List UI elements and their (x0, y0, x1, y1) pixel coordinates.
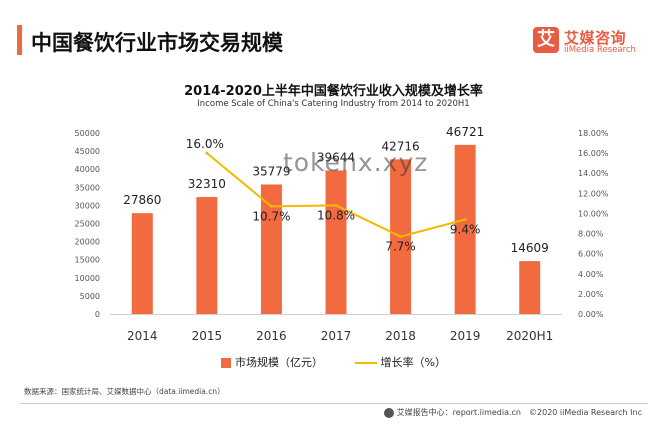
title-accent-bar (17, 25, 22, 55)
iimedia-logo: 艾 艾媒咨询 iiMedia Research (533, 27, 653, 61)
growth-rate-point (399, 235, 403, 239)
bar-value-label: 35779 (252, 164, 290, 178)
bar (519, 261, 541, 314)
y-left-tick-label: 25000 (75, 220, 100, 229)
footer-info: 艾媒报告中心：report.iimedia.cn ©2020 iiMedia Re… (383, 407, 642, 418)
bar-value-label: 42716 (381, 139, 419, 153)
x-tick-label: 2019 (450, 329, 481, 343)
logo-english-text: iiMedia Research (564, 45, 636, 55)
footer-divider (20, 403, 648, 404)
growth-rate-point (334, 203, 338, 207)
y-right-tick-label: 16.00% (578, 149, 609, 158)
x-tick-label: 2014 (127, 329, 158, 343)
growth-value-label: 9.4% (450, 222, 481, 236)
bar (260, 184, 282, 314)
y-left-tick-label: 35000 (75, 183, 100, 192)
y-left-tick-label: 15000 (75, 256, 100, 265)
y-left-tick-label: 5000 (80, 292, 100, 301)
y-right-tick-label: 14.00% (578, 169, 609, 178)
bar (454, 144, 476, 314)
growth-rate-point (205, 151, 209, 155)
y-right-tick-label: 10.00% (578, 209, 609, 218)
y-right-tick-label: 6.00% (578, 250, 604, 259)
growth-value-label: 7.7% (385, 240, 416, 254)
chart-subtitle: Income Scale of China's Catering Industr… (197, 99, 470, 109)
x-tick-label: 2018 (385, 329, 416, 343)
y-left-tick-label: 0 (95, 310, 100, 319)
growth-rate-point (269, 204, 273, 208)
bar-value-label: 32310 (188, 177, 226, 191)
bar (196, 197, 218, 314)
watermark-text: tokenx.xyz (283, 148, 429, 177)
legend-line-label: 增长率（%） (380, 356, 446, 369)
y-left-tick-label: 30000 (75, 201, 100, 210)
y-right-tick-label: 4.00% (578, 270, 604, 279)
legend-bar-label: 市场规模（亿元） (235, 356, 324, 369)
data-source-note: 数据来源：国家统计局、艾媒数据中心（data.iimedia.cn） (24, 387, 225, 396)
growth-rate-point (463, 217, 467, 221)
x-tick-label: 2016 (256, 329, 287, 343)
bar-value-label: 14609 (511, 241, 549, 255)
report-site-text: 艾媒报告中心：report.iimedia.cn (396, 408, 522, 417)
report-center-icon (383, 407, 394, 418)
y-left-tick-label: 45000 (75, 147, 100, 156)
x-tick-label: 2015 (192, 329, 223, 343)
bar-value-label: 46721 (446, 125, 484, 139)
legend-bar-swatch (221, 358, 232, 368)
y-right-tick-label: 18.00% (578, 129, 609, 138)
y-left-tick-label: 40000 (75, 165, 100, 174)
legend-line-swatch (354, 362, 377, 364)
bar-value-label: 27860 (123, 193, 161, 207)
copyright-text: ©2020 iiMedia Research Inc (529, 408, 642, 417)
bar-value-label: 39644 (317, 150, 355, 164)
chart-legend: 市场规模（亿元） 增长率（%） (0, 354, 667, 370)
growth-value-label: 10.7% (252, 209, 290, 223)
y-left-tick-label: 10000 (75, 274, 100, 283)
logo-chinese-text: 艾媒咨询 (564, 29, 627, 47)
bar (131, 213, 153, 314)
growth-value-label: 10.8% (317, 208, 355, 222)
x-tick-label: 2017 (321, 329, 352, 343)
y-right-tick-label: 12.00% (578, 189, 609, 198)
x-tick-label: 2020H1 (506, 329, 553, 343)
growth-value-label: 16.0% (186, 137, 224, 151)
y-right-tick-label: 8.00% (578, 230, 604, 239)
page-title: 中国餐饮行业市场交易规模 (31, 31, 283, 55)
y-left-tick-label: 50000 (75, 129, 100, 138)
y-right-tick-label: 2.00% (578, 290, 604, 299)
y-left-tick-label: 20000 (75, 238, 100, 247)
legend-item-growth-rate: 增长率（%） (354, 354, 446, 370)
logo-mark: 艾 (533, 27, 559, 53)
chart-title: 2014-2020上半年中国餐饮行业收入规模及增长率 (184, 84, 483, 99)
bar (325, 170, 347, 314)
legend-item-market-size: 市场规模（亿元） (221, 354, 323, 370)
y-right-tick-label: 0.00% (578, 310, 604, 319)
